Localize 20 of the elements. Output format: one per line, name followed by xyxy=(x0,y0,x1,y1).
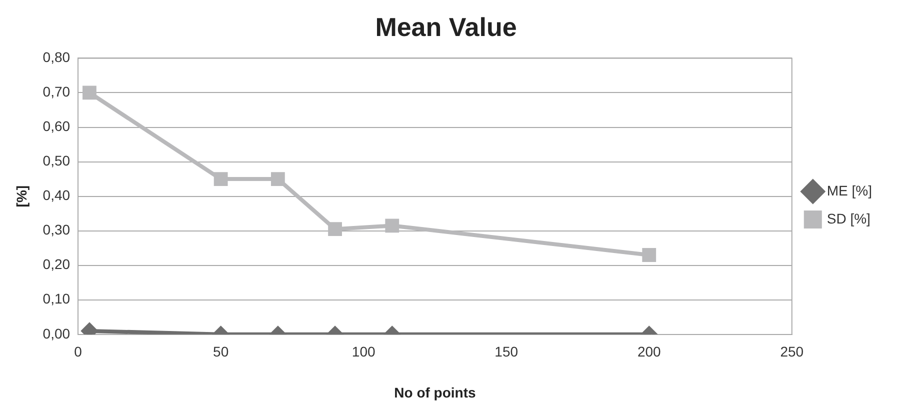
x-tick-label: 150 xyxy=(494,344,518,360)
y-tick-label: 0,40 xyxy=(42,187,70,204)
y-tick-label: 0,80 xyxy=(42,49,70,66)
x-tick-label: 0 xyxy=(74,344,82,360)
x-tick-label: 100 xyxy=(352,344,376,360)
y-tick-label: 0,20 xyxy=(42,256,70,272)
legend-label: ME [%] xyxy=(826,182,872,198)
y-tick-label: 0,70 xyxy=(42,84,70,100)
y-axis-title: [%] xyxy=(13,185,30,208)
y-tick-label: 0,60 xyxy=(42,118,70,134)
y-tick-label: 0,10 xyxy=(42,290,70,307)
x-tick-label: 250 xyxy=(780,344,804,360)
legend-label: SD [%] xyxy=(826,210,870,226)
x-axis-title: No of points xyxy=(394,384,476,400)
chart-title: Mean Value xyxy=(375,12,517,42)
y-tick-label: 0,30 xyxy=(42,222,70,238)
x-tick-label: 50 xyxy=(213,344,229,360)
y-tick-label: 0,00 xyxy=(42,325,70,342)
x-tick-label: 200 xyxy=(637,344,662,360)
y-tick-label: 0,50 xyxy=(42,152,70,169)
